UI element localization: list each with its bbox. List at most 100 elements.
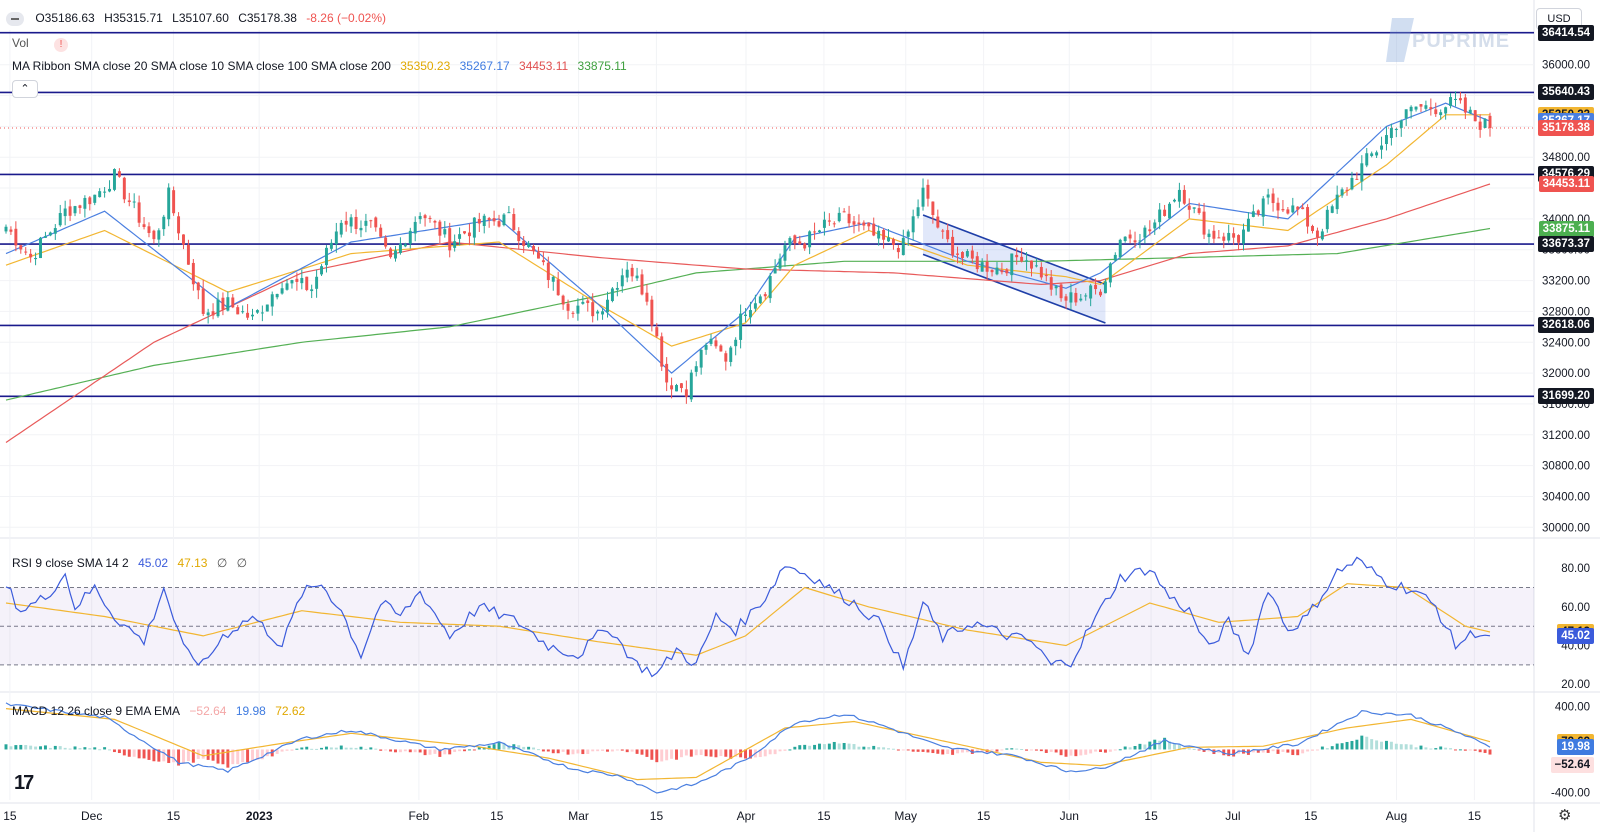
candle-body[interactable] bbox=[39, 237, 42, 259]
candle-body[interactable] bbox=[374, 217, 378, 228]
candle-body[interactable] bbox=[1148, 229, 1152, 232]
candle-body[interactable] bbox=[960, 252, 964, 259]
candle-body[interactable] bbox=[610, 288, 614, 302]
candle-body[interactable] bbox=[1010, 253, 1014, 276]
candle-body[interactable] bbox=[211, 311, 215, 316]
candle-body[interactable] bbox=[9, 229, 13, 232]
candle-body[interactable] bbox=[1054, 286, 1058, 289]
candle-body[interactable] bbox=[926, 184, 930, 199]
candle-body[interactable] bbox=[231, 297, 235, 308]
candle-body[interactable] bbox=[630, 267, 634, 277]
candle-body[interactable] bbox=[1271, 193, 1275, 204]
candle-body[interactable] bbox=[280, 288, 284, 294]
candle-body[interactable] bbox=[1458, 98, 1462, 101]
candle-body[interactable] bbox=[1049, 277, 1053, 290]
candle-body[interactable] bbox=[68, 206, 72, 216]
candle-body[interactable] bbox=[970, 250, 974, 259]
candle-body[interactable] bbox=[783, 245, 787, 261]
candle-body[interactable] bbox=[1384, 135, 1388, 145]
candle-body[interactable] bbox=[63, 208, 67, 217]
candle-body[interactable] bbox=[1217, 237, 1221, 239]
settings-gear-icon[interactable]: ⚙ bbox=[1558, 807, 1572, 824]
candle-body[interactable] bbox=[965, 251, 969, 257]
candle-body[interactable] bbox=[546, 262, 550, 281]
candle-body[interactable] bbox=[980, 262, 984, 272]
candle-body[interactable] bbox=[413, 221, 417, 234]
candle-body[interactable] bbox=[719, 345, 723, 352]
candle-body[interactable] bbox=[901, 237, 905, 256]
candle-body[interactable] bbox=[389, 248, 393, 258]
candle-body[interactable] bbox=[182, 234, 185, 245]
candle-body[interactable] bbox=[349, 217, 353, 227]
candle-body[interactable] bbox=[581, 301, 585, 304]
candle-body[interactable] bbox=[522, 240, 526, 246]
candle-body[interactable] bbox=[576, 305, 580, 314]
candle-body[interactable] bbox=[177, 216, 181, 234]
candle-body[interactable] bbox=[803, 243, 807, 249]
candle-body[interactable] bbox=[517, 231, 521, 242]
candle-body[interactable] bbox=[43, 236, 47, 238]
candle-body[interactable] bbox=[241, 311, 245, 313]
candle-body[interactable] bbox=[1375, 152, 1379, 156]
candle-body[interactable] bbox=[1380, 145, 1384, 150]
macd-header[interactable]: MACD 12 26 close 9 EMA EMA −52.64 19.98 … bbox=[12, 704, 311, 718]
channel-lower-line[interactable] bbox=[922, 253, 1106, 324]
candle-body[interactable] bbox=[645, 292, 649, 302]
candle-body[interactable] bbox=[1483, 118, 1487, 128]
candle-body[interactable] bbox=[655, 327, 659, 337]
candle-body[interactable] bbox=[246, 312, 250, 318]
candle-body[interactable] bbox=[423, 215, 427, 219]
candle-body[interactable] bbox=[1444, 107, 1448, 114]
candle-body[interactable] bbox=[507, 212, 511, 214]
candle-body[interactable] bbox=[379, 227, 383, 237]
candle-body[interactable] bbox=[877, 230, 881, 239]
candle-body[interactable] bbox=[78, 205, 82, 208]
candle-body[interactable] bbox=[369, 220, 373, 222]
rsi-pane[interactable] bbox=[0, 556, 1534, 678]
candle-body[interactable] bbox=[1123, 236, 1127, 241]
candle-body[interactable] bbox=[418, 216, 422, 220]
candle-body[interactable] bbox=[571, 312, 575, 314]
candle-body[interactable] bbox=[1266, 194, 1270, 198]
candle-body[interactable] bbox=[832, 223, 836, 225]
candle-body[interactable] bbox=[748, 310, 752, 318]
candle-body[interactable] bbox=[305, 276, 309, 290]
candle-body[interactable] bbox=[734, 339, 738, 347]
candle-body[interactable] bbox=[103, 191, 107, 193]
candle-body[interactable] bbox=[1237, 235, 1241, 243]
candle-body[interactable] bbox=[512, 213, 516, 230]
candle-body[interactable] bbox=[359, 227, 363, 231]
candle-body[interactable] bbox=[157, 230, 161, 240]
candle-body[interactable] bbox=[300, 277, 304, 284]
candle-body[interactable] bbox=[1128, 234, 1132, 239]
candle-body[interactable] bbox=[1187, 205, 1191, 210]
candle-body[interactable] bbox=[620, 275, 624, 287]
candle-body[interactable] bbox=[1034, 265, 1038, 267]
candle-body[interactable] bbox=[1158, 209, 1162, 223]
candle-body[interactable] bbox=[1207, 233, 1211, 238]
candle-body[interactable] bbox=[221, 297, 225, 310]
candle-body[interactable] bbox=[818, 230, 821, 232]
candle-body[interactable] bbox=[1138, 240, 1142, 242]
candle-body[interactable] bbox=[1222, 236, 1226, 241]
candle-body[interactable] bbox=[127, 200, 131, 203]
candle-body[interactable] bbox=[679, 383, 683, 389]
candle-body[interactable] bbox=[152, 230, 156, 240]
candle-body[interactable] bbox=[635, 275, 639, 279]
candle-body[interactable] bbox=[1074, 292, 1078, 303]
candle-body[interactable] bbox=[739, 313, 743, 340]
candle-body[interactable] bbox=[1340, 189, 1344, 196]
candle-body[interactable] bbox=[458, 234, 462, 239]
candle-body[interactable] bbox=[1488, 115, 1492, 129]
candle-body[interactable] bbox=[334, 231, 338, 245]
candle-body[interactable] bbox=[561, 295, 565, 305]
candle-body[interactable] bbox=[606, 299, 609, 313]
candle-body[interactable] bbox=[1182, 189, 1186, 204]
candle-body[interactable] bbox=[117, 171, 121, 177]
candle-body[interactable] bbox=[196, 282, 200, 291]
candle-body[interactable] bbox=[1414, 106, 1418, 110]
candle-body[interactable] bbox=[453, 241, 457, 248]
candle-body[interactable] bbox=[941, 230, 945, 232]
candle-body[interactable] bbox=[1389, 128, 1393, 138]
